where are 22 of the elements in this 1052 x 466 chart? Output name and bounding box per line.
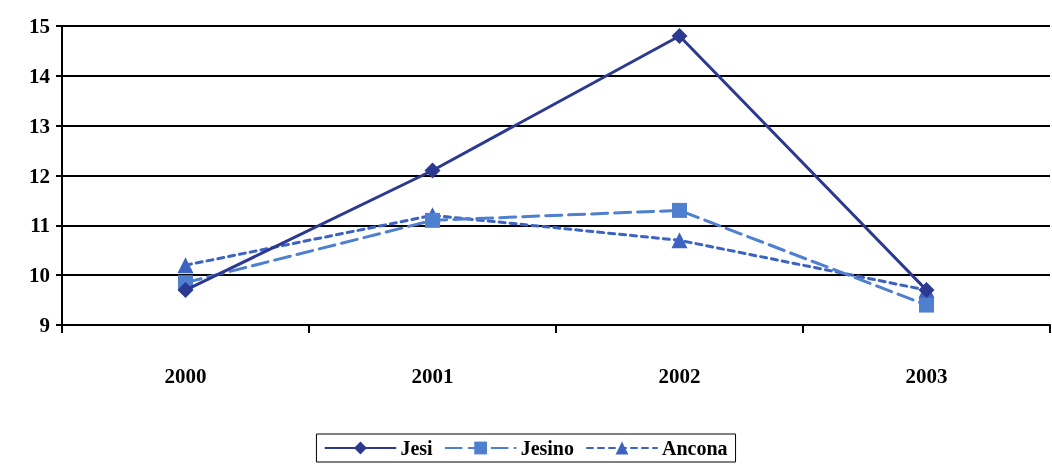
point: [671, 232, 688, 249]
point: [424, 162, 441, 179]
point: [672, 202, 687, 218]
point: [671, 27, 688, 44]
x-tick-label: 2003: [905, 363, 948, 388]
point: [177, 257, 194, 274]
legend-label: Jesino: [520, 437, 574, 459]
x-tick-label: 2001: [411, 363, 454, 388]
y-tick-label: 10: [29, 263, 50, 288]
y-tick-label: 12: [29, 163, 50, 188]
point: [425, 212, 440, 228]
y-tick-label: 14: [29, 63, 51, 88]
point: [177, 282, 194, 299]
y-tick-label: 11: [30, 213, 50, 238]
legend-label: Jesi: [400, 437, 434, 459]
legend-label: Ancona: [662, 437, 728, 459]
y-tick-label: 15: [29, 14, 50, 38]
x-tick-label: 2000: [164, 363, 207, 388]
x-tick-label: 2002: [658, 363, 701, 388]
y-tick-label: 13: [29, 113, 50, 138]
y-tick-label: 9: [39, 313, 50, 337]
point: [919, 297, 934, 313]
